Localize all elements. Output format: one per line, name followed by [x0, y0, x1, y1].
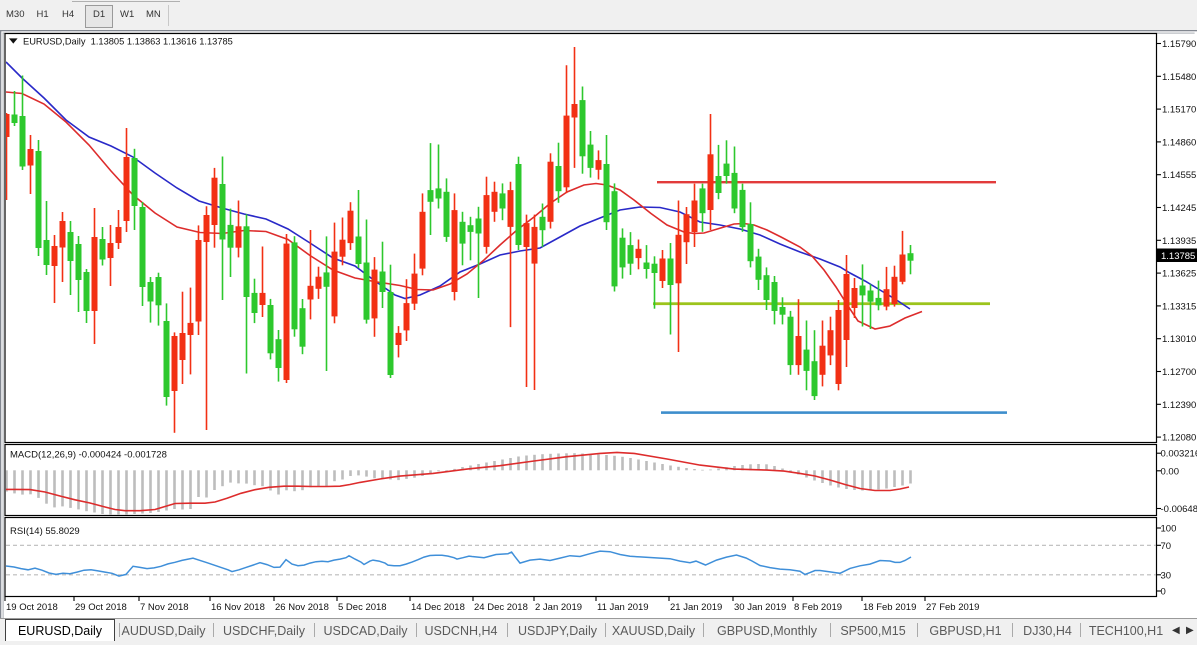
svg-text:16 Nov 2018: 16 Nov 2018 [211, 602, 265, 613]
svg-text:19 Oct 2018: 19 Oct 2018 [6, 602, 58, 613]
svg-text:1.12390: 1.12390 [1162, 400, 1196, 411]
svg-text:2 Jan 2019: 2 Jan 2019 [535, 602, 582, 613]
svg-text:29 Oct 2018: 29 Oct 2018 [75, 602, 127, 613]
svg-text:MACD(12,26,9) -0.000424 -0.001: MACD(12,26,9) -0.000424 -0.001728 [10, 450, 167, 461]
svg-text:1.14245: 1.14245 [1162, 203, 1196, 214]
svg-text:70: 70 [1161, 541, 1172, 552]
svg-text:1.15170: 1.15170 [1162, 105, 1196, 116]
svg-text:0.003216: 0.003216 [1161, 449, 1197, 460]
svg-text:1.12080: 1.12080 [1162, 433, 1196, 444]
svg-text:1.13315: 1.13315 [1162, 301, 1196, 312]
svg-text:RSI(14) 55.8029: RSI(14) 55.8029 [10, 526, 80, 537]
svg-text:1.13935: 1.13935 [1162, 236, 1196, 247]
svg-text:1.13785: 1.13785 [1161, 251, 1195, 262]
svg-text:1.15790: 1.15790 [1162, 39, 1196, 50]
svg-text:100: 100 [1161, 524, 1177, 535]
svg-text:18 Feb 2019: 18 Feb 2019 [863, 602, 916, 613]
svg-text:5 Dec 2018: 5 Dec 2018 [338, 602, 387, 613]
svg-text:30: 30 [1161, 570, 1172, 581]
svg-text:21 Jan 2019: 21 Jan 2019 [670, 602, 722, 613]
svg-text:26 Nov 2018: 26 Nov 2018 [275, 602, 329, 613]
svg-text:0: 0 [1161, 587, 1166, 598]
svg-text:1.14555: 1.14555 [1162, 170, 1196, 181]
svg-text:1.14860: 1.14860 [1162, 137, 1196, 148]
svg-text:1.12700: 1.12700 [1162, 367, 1196, 378]
svg-text:EURUSD,Daily 1.13805 1.13863: EURUSD,Daily 1.13805 1.13863 1.13616 1.1… [23, 36, 233, 46]
svg-text:1.13010: 1.13010 [1162, 334, 1196, 345]
svg-text:-0.006480: -0.006480 [1161, 504, 1197, 515]
svg-text:1.15480: 1.15480 [1162, 72, 1196, 83]
svg-text:14 Dec 2018: 14 Dec 2018 [411, 602, 465, 613]
svg-text:24 Dec 2018: 24 Dec 2018 [474, 602, 528, 613]
svg-text:1.13625: 1.13625 [1162, 269, 1196, 280]
svg-text:30 Jan 2019: 30 Jan 2019 [734, 602, 786, 613]
svg-text:0.00: 0.00 [1161, 466, 1180, 477]
svg-text:11 Jan 2019: 11 Jan 2019 [597, 602, 649, 613]
svg-text:7 Nov 2018: 7 Nov 2018 [140, 602, 189, 613]
svg-text:27 Feb 2019: 27 Feb 2019 [926, 602, 979, 613]
svg-text:8 Feb 2019: 8 Feb 2019 [794, 602, 842, 613]
